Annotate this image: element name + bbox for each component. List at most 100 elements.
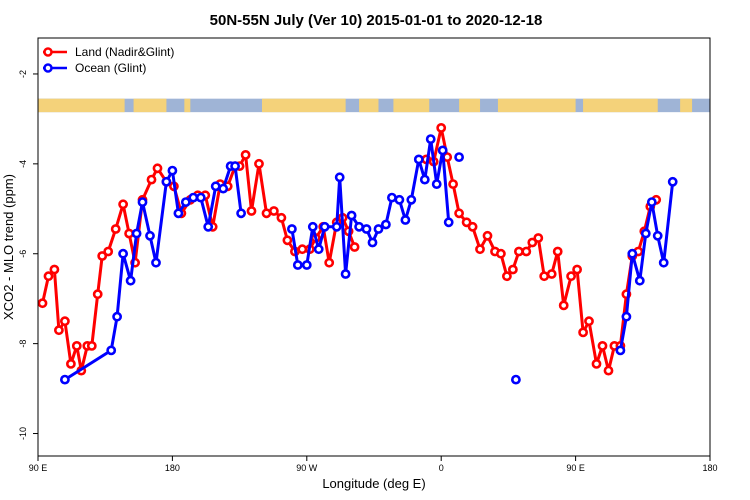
series-0-point	[539, 271, 550, 282]
series-0-point	[124, 228, 135, 239]
series-1-point	[640, 228, 651, 239]
series-0-point	[546, 269, 557, 279]
y-tick-label: -8	[18, 340, 28, 348]
legend-ocean-label: Ocean (Glint)	[75, 61, 146, 75]
land-mask	[497, 98, 576, 113]
series-0-point	[240, 149, 251, 160]
series-0-point	[584, 316, 594, 327]
series-1-point	[615, 345, 626, 356]
series-0-point	[297, 244, 308, 255]
series-0-point	[603, 365, 614, 376]
series-0-point	[152, 163, 163, 174]
y-tick-label: -4	[18, 160, 28, 168]
series-0-point	[97, 251, 108, 261]
series-1-point	[180, 197, 191, 207]
land-mask	[583, 98, 658, 113]
series-1-point	[443, 217, 454, 228]
series-1-point	[340, 269, 351, 279]
land-mask	[133, 98, 167, 113]
x-axis-label: Longitude (deg E)	[322, 476, 425, 491]
series-0-point	[49, 264, 60, 275]
series-0-point	[482, 230, 493, 241]
series-1-point	[627, 248, 638, 259]
land-mask	[262, 98, 346, 113]
x-tick-label: 90 E	[29, 463, 48, 473]
series-1-point	[652, 230, 663, 241]
series-1-point	[188, 192, 199, 203]
series-0-point	[597, 340, 608, 351]
series-0-point	[454, 208, 464, 219]
series-1-point	[367, 237, 378, 248]
series-0-point	[246, 206, 257, 216]
land-mask	[393, 98, 430, 113]
series-1-point	[621, 311, 632, 322]
series-1-point	[106, 345, 117, 356]
plot-frame	[37, 37, 711, 457]
series-1-point	[658, 257, 669, 268]
land-mask	[184, 98, 191, 113]
series-1-point	[386, 192, 397, 203]
series-1-point	[60, 374, 70, 385]
series-0-point	[533, 233, 544, 243]
series-1-point	[236, 208, 246, 219]
series-0-point	[254, 158, 264, 169]
series-1-point	[167, 165, 178, 176]
series-0-point	[110, 224, 121, 234]
series-0-point	[324, 257, 335, 268]
series-0-line	[425, 126, 658, 373]
axis-layer: 90 E 180 90 W 0 90 E 180 -2 -4 -6 -8 -10	[18, 70, 718, 473]
series-0-point	[37, 298, 48, 309]
series-0-point	[558, 300, 569, 311]
land-ocean-mask-band	[38, 98, 710, 113]
series-0-point	[86, 340, 97, 351]
series-0-point	[54, 325, 64, 336]
series-1-point	[118, 248, 128, 259]
series-0-point	[475, 244, 485, 255]
series-1-point	[203, 221, 214, 232]
series-1-point	[313, 244, 324, 255]
series-1-point	[425, 134, 436, 144]
series-1-point	[161, 176, 172, 187]
series-1-point	[361, 224, 372, 234]
series-0-point	[448, 179, 458, 189]
series-0-point	[276, 212, 287, 223]
y-tick-label: -6	[18, 250, 28, 258]
series-1-point	[634, 275, 645, 286]
series-0-point	[71, 340, 82, 351]
series-0-point	[103, 246, 114, 257]
series-0-point	[566, 271, 576, 282]
x-tick-label: 180	[702, 463, 717, 473]
series-0-point	[572, 264, 582, 275]
series-1-point	[301, 260, 312, 270]
series-0-point	[92, 289, 103, 300]
series-0-point	[495, 248, 506, 259]
series-1-point	[292, 260, 303, 270]
series-1-point	[230, 161, 240, 171]
series-0-point	[436, 123, 447, 133]
series-0-point	[282, 235, 293, 246]
series-1-point	[394, 194, 405, 205]
series-1-point	[400, 215, 411, 225]
series-1-point	[137, 197, 148, 207]
series-0-point	[146, 174, 157, 185]
series-1-point	[319, 221, 330, 232]
series-0-point	[508, 264, 518, 275]
series-1-point	[646, 197, 657, 207]
series-1-point	[125, 275, 136, 286]
land-mask	[38, 98, 125, 113]
x-tick-label: 90 W	[296, 463, 318, 473]
series-1-point	[380, 219, 391, 230]
series-1-point	[331, 221, 342, 232]
legend-ocean-marker	[43, 63, 53, 73]
series-0-point	[43, 271, 54, 282]
series-1-point	[419, 174, 430, 185]
series-1-point	[112, 311, 122, 322]
series-1-point	[145, 230, 155, 241]
series-0-point	[60, 316, 70, 327]
series-0-point	[521, 246, 532, 257]
y-axis-label: XCO2 - MLO trend (ppm)	[1, 174, 16, 320]
series-1-point	[151, 257, 161, 268]
x-tick-label: 90 E	[566, 463, 585, 473]
series-1-point	[373, 224, 384, 234]
